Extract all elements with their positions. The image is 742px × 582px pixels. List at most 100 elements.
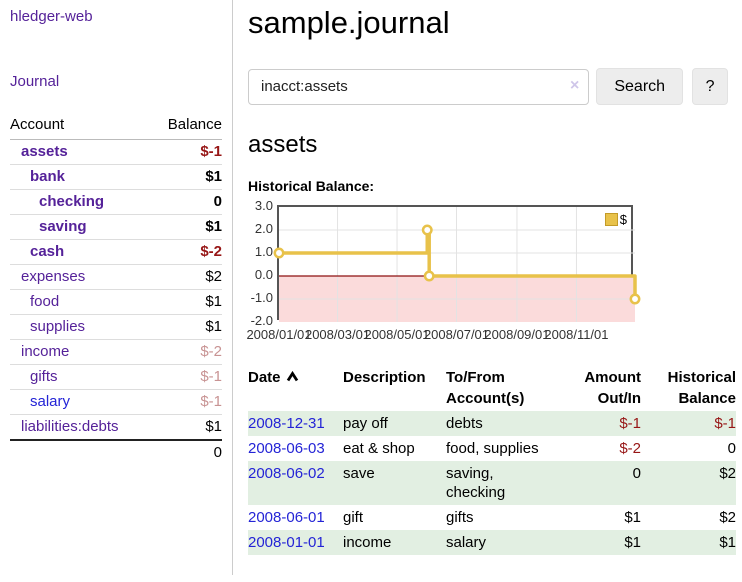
register-header-date[interactable]: Date — [248, 365, 343, 411]
sidebar-account-link[interactable]: checking — [39, 193, 104, 210]
register-table: Date Description To/From Account(s) Amou… — [248, 365, 736, 555]
accounts-table: Account Balance assets $-1 bank $1 checking 0… — [10, 112, 222, 465]
sidebar-account-link[interactable]: assets — [21, 143, 68, 160]
search-button[interactable]: Search — [596, 68, 683, 105]
register-row: 2008-12-31pay offdebts$-1$-1 — [248, 411, 736, 436]
account-balance: 0 — [151, 190, 222, 215]
account-balance: $1 — [151, 215, 222, 240]
account-row: assets $-1 — [10, 140, 222, 165]
legend-swatch-icon — [605, 213, 618, 226]
chart-legend: $ — [605, 212, 627, 227]
search-input[interactable] — [248, 69, 589, 105]
sidebar-account-link[interactable]: gifts — [30, 368, 58, 385]
sidebar-account-link[interactable]: cash — [30, 243, 64, 260]
account-row: gifts $-1 — [10, 365, 222, 390]
clear-search-icon[interactable]: × — [570, 77, 579, 95]
register-row: 2008-06-03eat & shopfood, supplies$-20 — [248, 436, 736, 461]
transaction-description: save — [343, 461, 446, 505]
accounts-total-value: 0 — [151, 440, 222, 465]
account-row: cash $-2 — [10, 240, 222, 265]
account-row: checking 0 — [10, 190, 222, 215]
register-row: 2008-06-02 savesaving, checking0$2 — [248, 461, 736, 505]
transaction-description: eat & shop — [343, 436, 446, 461]
register-row: 2008-01-01incomesalary$1$1 — [248, 530, 736, 555]
account-row: saving $1 — [10, 215, 222, 240]
account-balance: $1 — [151, 315, 222, 340]
account-row: income $-2 — [10, 340, 222, 365]
search-bar: × Search ? — [248, 68, 728, 105]
account-balance: $-2 — [151, 240, 222, 265]
transaction-balance: $-1 — [641, 411, 736, 436]
y-axis-tick-label: 0.0 — [248, 267, 273, 282]
register-row: 2008-06-01 giftgifts$1$2 — [248, 505, 736, 530]
transaction-amount: $-1 — [551, 411, 641, 436]
transaction-date-link[interactable]: 2008-01-01 — [248, 534, 325, 551]
account-balance: $1 — [151, 415, 222, 441]
account-row: liabilities:debts $1 — [10, 415, 222, 441]
sidebar-account-link[interactable]: food — [30, 293, 59, 310]
chart-plot-area[interactable]: $ — [277, 205, 633, 320]
page-title: sample.journal — [248, 5, 728, 41]
main-content: sample.journal × Search ? assets Histori… — [233, 0, 728, 575]
accounts-total-row: 0 — [10, 440, 222, 465]
sidebar-account-link[interactable]: salary — [30, 393, 70, 410]
transaction-description: gift — [343, 505, 446, 530]
account-heading: assets — [248, 131, 728, 159]
sort-ascending-icon — [286, 369, 299, 386]
accounts-header-account: Account — [10, 112, 151, 140]
sidebar-account-link[interactable]: bank — [30, 168, 65, 185]
account-balance: $-1 — [151, 140, 222, 165]
sidebar-item-journal[interactable]: Journal — [10, 73, 59, 90]
y-axis-tick-label: 2.0 — [248, 221, 273, 236]
transaction-amount: 0 — [551, 461, 641, 505]
search-help-button[interactable]: ? — [692, 68, 728, 105]
sidebar-account-link[interactable]: supplies — [30, 318, 85, 335]
y-axis-tick-label: -1.0 — [248, 290, 273, 305]
transaction-description: pay off — [343, 411, 446, 436]
register-header-amount[interactable]: Amount Out/In — [551, 365, 641, 411]
transaction-amount: $1 — [551, 530, 641, 555]
account-balance: $1 — [151, 165, 222, 190]
account-balance: $2 — [151, 265, 222, 290]
app-layout: hledger-web Journal Account Balance asse… — [0, 0, 742, 575]
account-row: food$1 — [10, 290, 222, 315]
chart-svg — [279, 207, 635, 322]
sidebar-account-link[interactable]: liabilities:debts — [21, 418, 119, 435]
sidebar: hledger-web Journal Account Balance asse… — [0, 0, 233, 575]
sidebar-account-link[interactable]: income — [21, 343, 69, 360]
transaction-date-link[interactable]: 2008-06-03 — [248, 440, 325, 457]
account-row: expenses $2 — [10, 265, 222, 290]
y-axis-tick-label: 1.0 — [248, 244, 273, 259]
historical-balance-chart: $ 3.02.01.00.0-1.0-2.02008/01/012008/03/… — [248, 203, 728, 345]
register-header-balance[interactable]: Historical Balance — [641, 365, 736, 411]
transaction-balance: 0 — [641, 436, 736, 461]
transaction-amount: $1 — [551, 505, 641, 530]
account-row: bank $1 — [10, 165, 222, 190]
account-row: supplies $1 — [10, 315, 222, 340]
transaction-balance: $2 — [641, 461, 736, 505]
account-balance: $-1 — [151, 390, 222, 415]
transaction-balance: $1 — [641, 530, 736, 555]
account-balance: $-1 — [151, 365, 222, 390]
transaction-date-link[interactable]: 2008-06-02 — [248, 465, 325, 482]
sidebar-account-link[interactable]: saving — [39, 218, 87, 235]
transaction-date-link[interactable]: 2008-06-01 — [248, 509, 325, 526]
legend-label: $ — [620, 212, 627, 227]
transaction-date-link[interactable]: 2008-12-31 — [248, 415, 325, 432]
y-axis-tick-label: 3.0 — [248, 198, 273, 213]
y-axis-tick-label: -2.0 — [248, 313, 273, 328]
transaction-description: income — [343, 530, 446, 555]
accounts-header-balance: Balance — [151, 112, 222, 140]
transaction-accounts: salary — [446, 530, 551, 555]
brand-link[interactable]: hledger-web — [10, 8, 93, 25]
account-balance: $-2 — [151, 340, 222, 365]
transaction-balance: $2 — [641, 505, 736, 530]
transaction-amount: $-2 — [551, 436, 641, 461]
transaction-accounts: saving, checking — [446, 461, 551, 505]
sidebar-account-link[interactable]: expenses — [21, 268, 85, 285]
register-header-description[interactable]: Description — [343, 365, 446, 411]
transaction-accounts: gifts — [446, 505, 551, 530]
transaction-accounts: debts — [446, 411, 551, 436]
register-header-accounts[interactable]: To/From Account(s) — [446, 365, 551, 411]
account-row: salary $-1 — [10, 390, 222, 415]
